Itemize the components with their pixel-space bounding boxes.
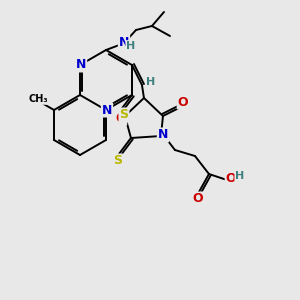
Text: S: S bbox=[113, 154, 122, 167]
Text: O: O bbox=[226, 172, 236, 185]
Text: N: N bbox=[119, 35, 129, 49]
Text: O: O bbox=[178, 95, 188, 109]
Text: N: N bbox=[158, 128, 168, 142]
Text: O: O bbox=[193, 193, 203, 206]
Text: H: H bbox=[146, 77, 156, 87]
Text: CH₃: CH₃ bbox=[28, 94, 48, 104]
Text: S: S bbox=[119, 109, 128, 122]
Text: N: N bbox=[76, 58, 86, 71]
Text: O: O bbox=[116, 112, 126, 124]
Text: H: H bbox=[126, 41, 136, 51]
Text: N: N bbox=[102, 103, 112, 116]
Text: H: H bbox=[235, 171, 244, 181]
